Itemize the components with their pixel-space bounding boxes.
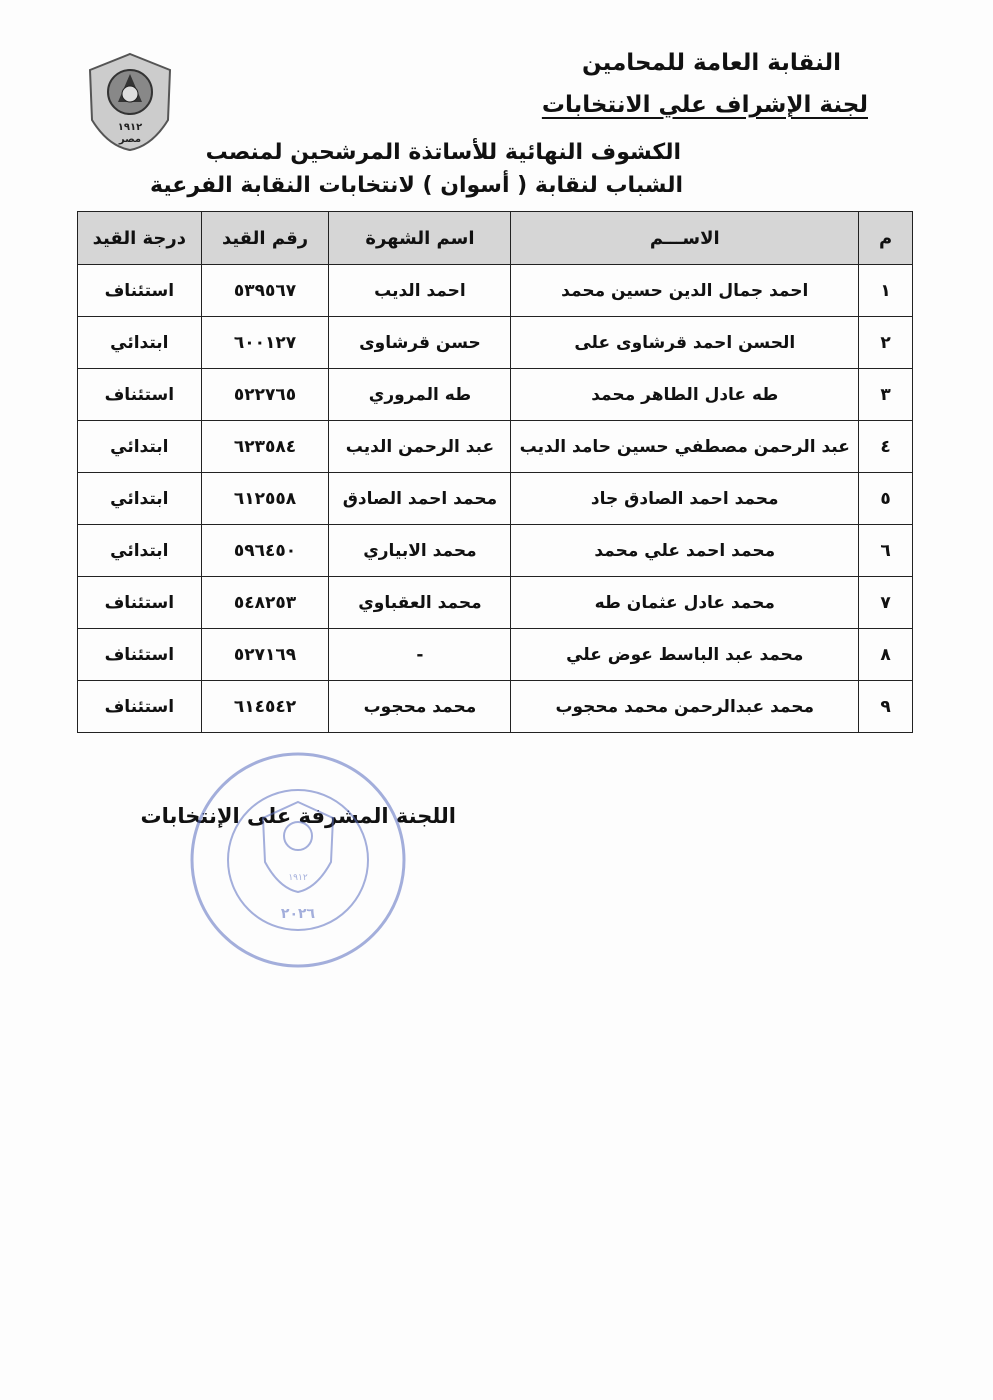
registration-number: ٥٤٨٢٥٣ <box>200 576 330 629</box>
candidate-nickname: احمد الديب <box>328 264 512 317</box>
row-number: ٨ <box>858 628 913 681</box>
document-title-line1: الكشوف النهائية للأساتذة المرشحين لمنصب <box>205 140 681 165</box>
registration-number: ٥٢٢٧٦٥ <box>200 368 330 421</box>
candidate-name: احمد جمال الدين حسين محمد <box>510 264 860 317</box>
candidate-name: عبد الرحمن مصطفي حسين حامد الديب <box>510 420 860 473</box>
registration-degree: استئناف <box>77 368 202 421</box>
candidate-name: محمد عادل عثمان طه <box>510 576 860 629</box>
registration-degree: استئناف <box>77 576 202 629</box>
column-header-number: م <box>858 211 913 265</box>
table-header-row: م الاســـم اسم الشهرة رقم القيد درجة الق… <box>77 211 913 265</box>
row-number: ٣ <box>858 368 913 421</box>
candidate-name: طه عادل الطاهر محمد <box>510 368 860 421</box>
candidate-name: محمد احمد الصادق جاد <box>510 472 860 525</box>
registration-number: ٦٠٠١٢٧ <box>200 316 330 369</box>
candidate-name: الحسن احمد قرشاوى على <box>510 316 860 369</box>
column-header-registration-degree: درجة القيد <box>77 211 202 265</box>
table-row: ٤ عبد الرحمن مصطفي حسين حامد الديب عبد الر… <box>77 420 913 473</box>
candidate-nickname: محمد محجوب <box>328 680 512 733</box>
registration-number: ٥٢٧١٦٩ <box>200 628 330 681</box>
svg-text:١٩١٢: ١٩١٢ <box>118 122 142 133</box>
svg-text:٢٠٢٦: ٢٠٢٦ <box>281 906 316 922</box>
bar-association-logo: ١٩١٢ مصر <box>88 52 172 152</box>
table-row: ٥ محمد احمد الصادق جاد محمد احمد الصادق ٦١٢… <box>77 472 913 525</box>
candidate-nickname: - <box>328 628 512 681</box>
registration-number: ٥٣٩٥٦٧ <box>200 264 330 317</box>
official-stamp: ١٩١٢ ٢٠٢٦ <box>190 752 406 968</box>
table-row: ٩ محمد عبدالرحمن محمد محجوب محمد محجوب ٦١٤٥… <box>77 680 913 733</box>
registration-number: ٥٩٦٤٥٠ <box>200 524 330 577</box>
row-number: ٢ <box>858 316 913 369</box>
table-row: ٢ الحسن احمد قرشاوى على حسن قرشاوى ٦٠٠١٢٧ اب… <box>77 316 913 369</box>
registration-degree: ابتدائي <box>77 472 202 525</box>
candidate-nickname: عبد الرحمن الديب <box>328 420 512 473</box>
table-row: ٧ محمد عادل عثمان طه محمد العقباوي ٥٤٨٢٥٣ اس… <box>77 576 913 629</box>
registration-degree: ابتدائي <box>77 316 202 369</box>
table-row: ٦ محمد احمد علي محمد محمد الابياري ٥٩٦٤٥٠ اب… <box>77 524 913 577</box>
registration-degree: استئناف <box>77 628 202 681</box>
row-number: ٧ <box>858 576 913 629</box>
registration-number: ٦٢٣٥٨٤ <box>200 420 330 473</box>
registration-degree: ابتدائي <box>77 420 202 473</box>
column-header-name: الاســـم <box>510 211 860 265</box>
signature-label: اللجنة المشرفة على الإنتخابات <box>140 804 456 828</box>
table-row: ٨ محمد عبد الباسط عوض علي -٥٢٧١٦٩ استئناف <box>77 628 913 681</box>
registration-degree: استئناف <box>77 680 202 733</box>
document-title-line2: الشباب لنقابة ( أسوان ) لانتخابات النقاب… <box>149 173 683 198</box>
row-number: ٩ <box>858 680 913 733</box>
candidate-name: محمد عبدالرحمن محمد محجوب <box>510 680 860 733</box>
row-number: ١ <box>858 264 913 317</box>
candidate-nickname: محمد احمد الصادق <box>328 472 512 525</box>
candidate-name: محمد احمد علي محمد <box>510 524 860 577</box>
column-header-registration-number: رقم القيد <box>200 211 330 265</box>
candidate-nickname: حسن قرشاوى <box>328 316 512 369</box>
committee-title: لجنة الإشراف علي الانتخابات <box>541 92 868 118</box>
row-number: ٥ <box>858 472 913 525</box>
registration-degree: ابتدائي <box>77 524 202 577</box>
registration-degree: استئناف <box>77 264 202 317</box>
table-row: ١ احمد جمال الدين حسين محمد احمد الديب ٥٣٩٥… <box>77 264 913 317</box>
svg-text:١٩١٢: ١٩١٢ <box>288 873 308 883</box>
row-number: ٦ <box>858 524 913 577</box>
svg-text:مصر: مصر <box>118 134 141 145</box>
column-header-nickname: اسم الشهرة <box>328 211 512 265</box>
candidate-nickname: طه المروري <box>328 368 512 421</box>
candidates-table: م الاســـم اسم الشهرة رقم القيد درجة الق… <box>77 211 913 733</box>
candidate-nickname: محمد الابياري <box>328 524 512 577</box>
organization-title: النقابة العامة للمحامين <box>581 50 841 76</box>
registration-number: ٦١٤٥٤٢ <box>200 680 330 733</box>
candidate-name: محمد عبد الباسط عوض علي <box>510 628 860 681</box>
candidate-nickname: محمد العقباوي <box>328 576 512 629</box>
row-number: ٤ <box>858 420 913 473</box>
registration-number: ٦١٢٥٥٨ <box>200 472 330 525</box>
table-row: ٣ طه عادل الطاهر محمد طه المروري ٥٢٢٧٦٥ استئ… <box>77 368 913 421</box>
